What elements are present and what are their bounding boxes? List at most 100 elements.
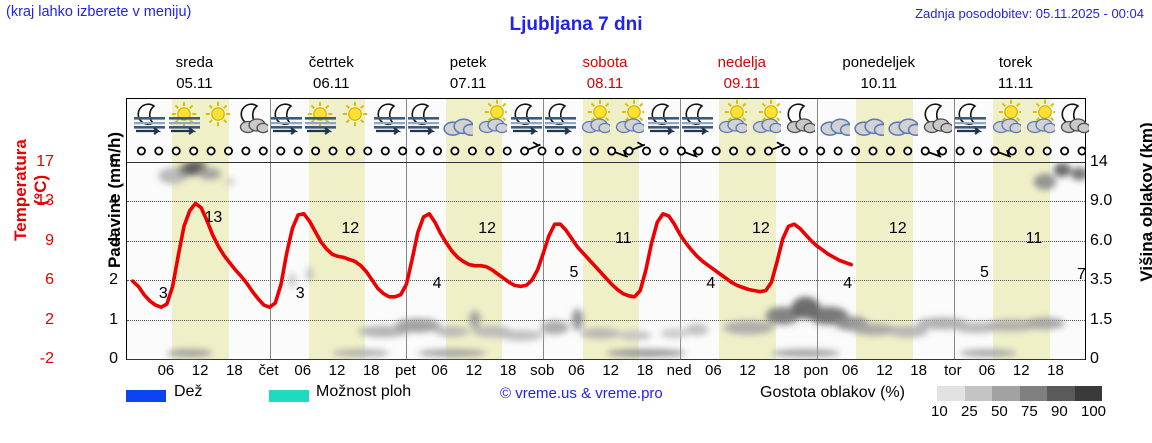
- precip-tick-1: 4: [109, 192, 118, 210]
- day-name: torek: [998, 54, 1033, 71]
- temp-tick-5: -2: [39, 350, 54, 367]
- temp-label-max-11: 12: [888, 219, 907, 237]
- weather-icon-cloud: [887, 99, 919, 139]
- precip-tick-2: 3: [109, 231, 118, 249]
- day-name: sreda: [175, 54, 214, 71]
- weather-icon-moon-fog: [134, 99, 166, 139]
- x-tick-12-21: 12: [876, 362, 893, 379]
- x-tick-18-18: 18: [773, 362, 791, 379]
- meteogram-plot[interactable]: 3 13 3 12 4 12 5 11 4 12 4 12 5 11 7: [126, 98, 1090, 360]
- cloud-ramp-tick-50: 50: [991, 403, 1008, 420]
- rain-legend-label: Dež: [174, 383, 203, 400]
- x-tick-18-14: 18: [636, 362, 654, 379]
- cloud-ramp-step-50: [992, 386, 1020, 401]
- day-header-1: sreda 05.11: [126, 52, 263, 94]
- showers-legend-swatch: [269, 390, 309, 402]
- temp-label-min-4: 4: [432, 274, 442, 292]
- temp-label-end-14: 7: [1077, 265, 1086, 283]
- x-axis-tick-labels: 06 12 18 čet 06 12 18 pet 06 12 18 sob 06 12 18 ned 06 12…: [126, 362, 1086, 384]
- wind-barbs-svg: [136, 141, 1085, 158]
- x-tick-čet-3: čet: [258, 362, 279, 379]
- daylight-band-1: [172, 99, 229, 359]
- x-tick-18-6: 18: [362, 362, 380, 379]
- weather-icon-moon-cloud: [1058, 99, 1090, 139]
- cloud-ramp-tick-90: 90: [1051, 403, 1068, 420]
- day-date: 08.11: [586, 75, 624, 92]
- temperature-axis-title: Temperatura (°C): [11, 139, 50, 241]
- weather-icon-moon-fog: [408, 99, 440, 139]
- day-name: ponedeljek: [842, 54, 915, 71]
- x-tick-18-10: 18: [499, 362, 517, 379]
- cloud-ramp-tick-10: 10: [931, 403, 948, 420]
- weather-icon-sun-cloud: [1024, 99, 1055, 139]
- x-tick-12-5: 12: [328, 362, 346, 379]
- temperature-curve: [130, 201, 853, 309]
- precip-tick-3: 2: [109, 271, 118, 289]
- temp-tick-1: 13: [36, 192, 54, 210]
- day-header-2: četrtek 06.11: [263, 52, 400, 94]
- weather-icon-cloud: [853, 99, 884, 139]
- day-separator-5: [816, 99, 818, 359]
- daylight-band-4: [582, 99, 640, 359]
- day-header-5: nedelja 09.11: [673, 52, 810, 94]
- showers-legend-label: Možnost ploh: [316, 383, 412, 400]
- x-tick-06-24: 06: [978, 362, 996, 379]
- cloud-tick-3: 3.5: [1090, 271, 1113, 289]
- weather-icon-moon-fog: [271, 99, 303, 139]
- cloud-ramp-step-75: [1019, 386, 1047, 401]
- day-name: četrtek: [308, 54, 354, 71]
- gridline-5: [127, 359, 1085, 360]
- copyright-link[interactable]: © vreme.us & vreme.pro: [500, 385, 663, 402]
- precip-tick-4: 1: [109, 310, 118, 328]
- weather-icon-sun: [203, 99, 234, 139]
- x-tick-06-16: 06: [705, 362, 722, 379]
- x-tick-pet-7: pet: [394, 362, 416, 379]
- day-date: 06.11: [313, 75, 350, 92]
- daylight-band-7: [993, 99, 1050, 359]
- x-tick-tor-23: tor: [944, 362, 962, 379]
- x-tick-12-13: 12: [602, 362, 620, 379]
- cloud-ramp-step-10: [937, 386, 965, 401]
- gridline-4: [127, 319, 1085, 321]
- cloud-ramp-tick-100: 100: [1081, 403, 1107, 420]
- weather-icon-sun-fog: [305, 99, 337, 139]
- x-tick-18-26: 18: [1047, 362, 1064, 379]
- precip-tick-5: 0: [109, 350, 118, 367]
- day-header-4: sobota 08.11: [537, 52, 674, 94]
- daylight-band-6: [856, 99, 913, 359]
- day-separator-4: [680, 99, 682, 359]
- temp-label-min-6: 5: [569, 264, 579, 282]
- cloud-ramp-step-100: [1074, 386, 1102, 401]
- x-tick-18-2: 18: [226, 362, 243, 379]
- weather-icon-moon-cloud: [921, 99, 953, 139]
- weather-icon-sun-cloud: [476, 99, 508, 139]
- cloud-ramp-tick-25: 25: [961, 403, 978, 420]
- temp-label-min-12: 5: [980, 264, 989, 282]
- graph-area: 3 13 3 12 4 12 5 11 4 12 4 12 5 11 7: [127, 162, 1086, 360]
- weather-icon-cloud: [819, 99, 850, 139]
- gridline-1: [127, 201, 1085, 203]
- weather-icon-sun-cloud: [990, 99, 1021, 139]
- gridline-0: [127, 162, 1085, 163]
- cloud-tick-0: 14: [1090, 153, 1108, 170]
- precip-tick-0: 5: [109, 153, 118, 170]
- temp-tick-0: 17: [36, 153, 54, 170]
- day-name: sobota: [582, 54, 628, 71]
- weather-icon-cloud: [442, 99, 474, 139]
- temp-label-max-13: 11: [1025, 230, 1043, 248]
- page-title: Ljubljana 7 dni: [509, 14, 643, 35]
- x-tick-12-17: 12: [739, 362, 756, 379]
- temp-tick-2: 9: [45, 231, 54, 249]
- cloud-density-ramp-ticks: 10 25 50 75 90 100: [931, 403, 1122, 421]
- cloud-density-raster: [158, 162, 1085, 358]
- temp-label-max-1: 13: [204, 209, 223, 227]
- day-header-7: torek 11.11: [947, 52, 1084, 94]
- x-tick-pon-19: pon: [803, 362, 829, 379]
- weather-icon-sun-fog: [168, 99, 200, 139]
- temp-tick-3: 6: [45, 271, 54, 289]
- day-name: nedelja: [717, 54, 767, 71]
- cloud-tick-2: 6.0: [1090, 231, 1113, 249]
- rain-legend-swatch: [126, 390, 166, 402]
- wind-barb-strip: [127, 141, 1085, 161]
- day-separator-2: [406, 99, 408, 359]
